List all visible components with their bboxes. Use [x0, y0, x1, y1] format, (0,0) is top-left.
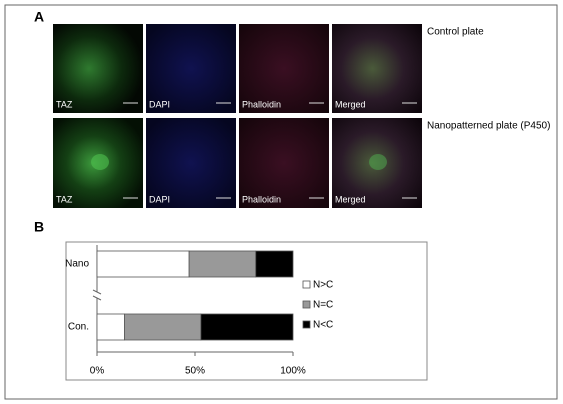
row-title: Nanopatterned plate (P450) [427, 121, 550, 132]
y-tick-label: Con. [68, 322, 89, 333]
legend-swatch [302, 320, 311, 329]
channel-label: DAPI [149, 99, 170, 109]
bar-segment [255, 250, 294, 278]
bar-segment [188, 250, 257, 278]
channel-label: Merged [335, 99, 366, 109]
image-tile [332, 24, 422, 113]
chart-border [65, 241, 428, 381]
nucleus-glow [91, 154, 109, 170]
x-tick-label: 0% [90, 366, 105, 377]
row-title: Control plate [427, 27, 484, 38]
axis-break [92, 295, 102, 301]
legend-swatch [302, 280, 311, 289]
legend-label: N<C [313, 320, 333, 331]
x-tick-label: 50% [185, 366, 205, 377]
image-tile [53, 24, 143, 113]
image-tile [239, 118, 329, 208]
channel-label: TAZ [56, 194, 73, 204]
image-tile [146, 24, 236, 113]
x-tick-label: 100% [280, 366, 306, 377]
image-tile [146, 118, 236, 208]
y-tick-label: Nano [65, 259, 89, 270]
channel-label: Phalloidin [242, 194, 281, 204]
panel-label: A [34, 9, 44, 25]
legend-label: N>C [313, 280, 333, 291]
legend-label: N=C [313, 300, 333, 311]
bar-segment [96, 250, 190, 278]
panel-label: B [34, 219, 44, 235]
nucleus-glow [369, 154, 387, 170]
bar-segment [124, 313, 202, 341]
bar-segment [96, 313, 125, 341]
image-tile [239, 24, 329, 113]
channel-label: TAZ [56, 99, 73, 109]
axis-break [92, 289, 102, 295]
image-grid [53, 24, 422, 208]
channel-label: Merged [335, 194, 366, 204]
figure-border [4, 4, 558, 400]
legend-swatch [302, 300, 311, 309]
channel-label: DAPI [149, 194, 170, 204]
bar-segment [200, 313, 294, 341]
channel-label: Phalloidin [242, 99, 281, 109]
